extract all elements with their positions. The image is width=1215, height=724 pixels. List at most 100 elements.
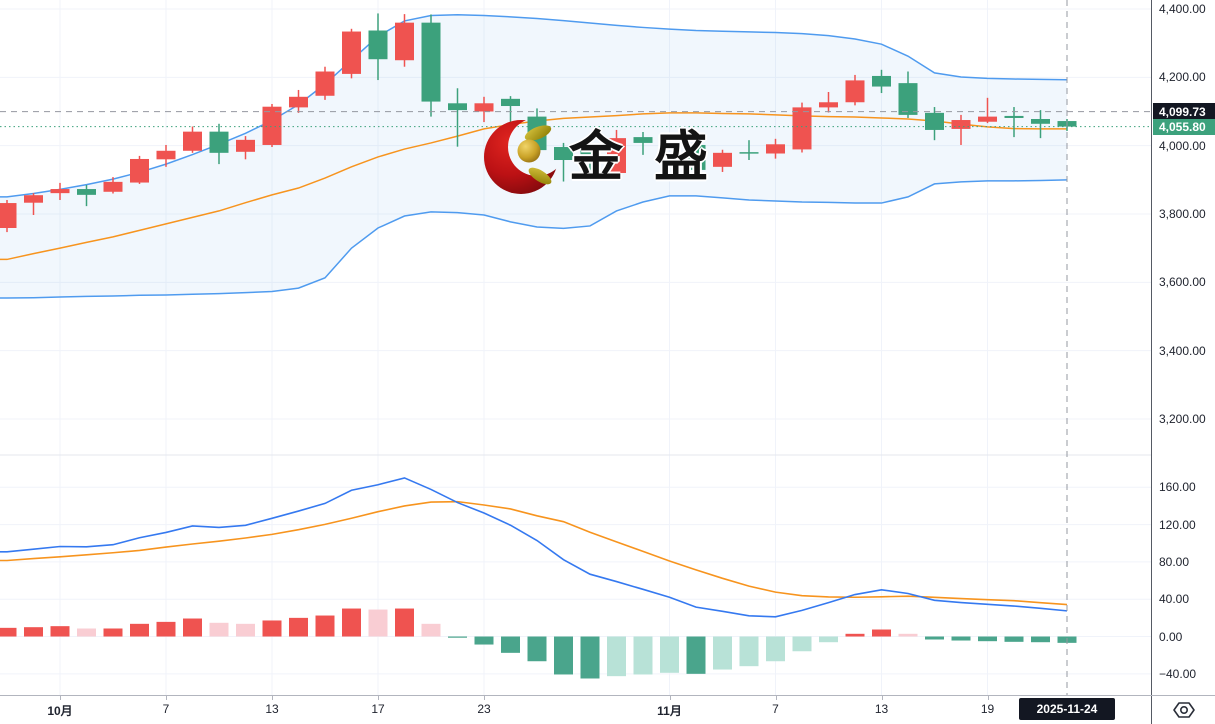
price-tick-label: 3,800.00 [1159, 206, 1206, 221]
macd-histogram-bar [792, 636, 812, 652]
bollinger-upper-line [0, 14, 1068, 198]
macd-histogram-bar [1031, 636, 1050, 643]
candle-body [50, 189, 70, 194]
macd-histogram-bar [872, 629, 891, 637]
time-tick-label: 7 [162, 702, 170, 716]
macd-histogram-bar [474, 636, 494, 645]
time-tick-label: 23 [477, 702, 491, 716]
macd-histogram-bar [845, 633, 865, 637]
time-tick-label: 13 [874, 702, 889, 716]
time-tick-mark [881, 696, 883, 700]
macd-histogram-bar [368, 609, 388, 637]
candle-body [315, 71, 335, 96]
macd-histogram-bar [501, 636, 520, 653]
candle-body [766, 144, 785, 154]
crosshair [0, 0, 1151, 695]
candle-body [1031, 119, 1050, 124]
macd-histogram-bar [527, 636, 547, 662]
time-axis[interactable]: 2025-11-24 10月 7 13 17 23 11月 7 13 19 [0, 696, 1151, 724]
settings-icon[interactable] [1172, 701, 1196, 719]
last-price-badge: 4,055.80 [1153, 118, 1215, 135]
time-tick-mark [484, 696, 485, 700]
macd-histogram-bar [183, 618, 202, 637]
candle-body [951, 120, 971, 129]
macd-histogram-bar [50, 626, 70, 637]
price-axis[interactable]: 4,099.73 4,055.80 4,400.00 4,200.00 4,000.… [1151, 0, 1215, 724]
candle-body [713, 152, 732, 167]
indicator-tick-label: 120.00 [1159, 517, 1196, 532]
candle-body [289, 96, 308, 108]
candle-body [792, 107, 812, 150]
candle-body [501, 98, 520, 107]
price-tick-label: 3,200.00 [1159, 411, 1206, 426]
macd-histogram-bar [24, 627, 43, 637]
time-tick-mark [987, 696, 989, 700]
candle-body [607, 138, 626, 173]
time-tick-mark [669, 696, 671, 700]
price-tick-label: 3,600.00 [1159, 275, 1206, 290]
macd-histogram-bar [898, 633, 918, 637]
candle-body [448, 103, 467, 111]
time-tick-mark [60, 696, 61, 700]
macd-histogram-bar [580, 636, 600, 679]
bollinger-lower-line [0, 179, 1068, 299]
price-tick-label: 4,200.00 [1159, 70, 1206, 85]
time-tick-label: 19 [980, 702, 995, 716]
macd-histogram-bar [951, 636, 971, 641]
macd-dif-line [0, 477, 1068, 618]
candle-body [686, 144, 706, 170]
candle-body [395, 22, 414, 61]
macd-histogram-bar [1004, 636, 1024, 642]
macd-histogram-bar [395, 608, 414, 637]
indicator-tick-label: 80.00 [1159, 554, 1190, 569]
chart-canvas[interactable] [0, 0, 1151, 695]
macd-histogram-bar [342, 608, 361, 637]
candle-body [660, 139, 679, 143]
candle-body [474, 103, 494, 112]
macd-histogram-bar [103, 628, 123, 637]
macd-histogram-bar [925, 636, 944, 640]
macd-histogram-bar [130, 623, 149, 637]
price-tick-label: 3,400.00 [1159, 343, 1206, 358]
candle-body [819, 102, 838, 108]
candle-body [978, 116, 997, 122]
time-tick-mark [272, 696, 273, 700]
crosshair-price-badge: 4,099.73 [1153, 103, 1215, 121]
macd-histogram-bar [209, 622, 229, 637]
candle-body [103, 181, 123, 192]
time-tick-mark [775, 696, 777, 700]
price-tick-label: 4,400.00 [1159, 1, 1206, 16]
candle-body [262, 106, 282, 145]
candle-body [183, 131, 202, 151]
macd-histogram-bar [978, 636, 997, 642]
macd-signal-line [0, 500, 1068, 606]
indicator-tick-label: 0.00 [1159, 629, 1183, 644]
indicator-tick-label: 160.00 [1159, 480, 1196, 495]
time-tick-mark [378, 696, 379, 700]
candle-body [845, 80, 865, 103]
candle-body [527, 116, 547, 151]
macd-histogram-bar [289, 617, 308, 637]
time-tick-mark [166, 696, 167, 700]
candle-body [872, 75, 891, 87]
candle-body [77, 189, 96, 195]
macd-histogram-bar [421, 623, 441, 637]
candle-body [24, 195, 43, 203]
candle-body [580, 148, 600, 164]
macd-lines [0, 477, 1068, 618]
candle-body [236, 139, 255, 152]
macd-histogram-bar [660, 636, 679, 673]
time-tick-label: 17 [371, 702, 385, 716]
candle-body [898, 83, 918, 115]
time-tick-label: 11月 [657, 704, 682, 718]
macd-histogram-bar [607, 636, 626, 677]
indicator-tick-label: 40.00 [1159, 592, 1190, 607]
candle-body [633, 137, 653, 143]
macd-histogram-bar [77, 628, 96, 637]
candle-body [156, 150, 176, 160]
macd-histogram-bar [0, 627, 17, 637]
macd-histogram-bar [686, 636, 706, 674]
axis-corner [1151, 696, 1215, 724]
time-tick-label: 10月 [47, 704, 73, 718]
